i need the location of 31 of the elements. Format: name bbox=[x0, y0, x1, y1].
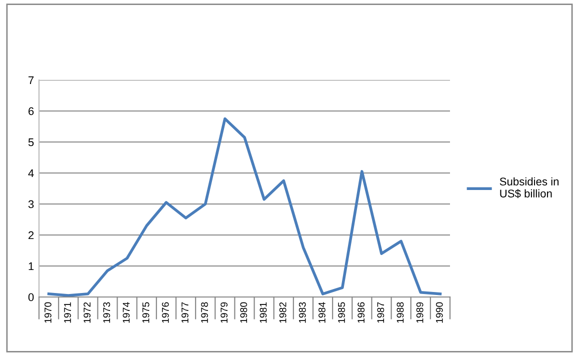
line-series bbox=[47, 117, 442, 297]
y-tick-label: 5 bbox=[28, 138, 34, 146]
x-tick-label: 1988 bbox=[396, 302, 404, 323]
x-tick-label: 1982 bbox=[279, 302, 286, 323]
x-tick-label: 1990 bbox=[436, 302, 443, 323]
x-tick-label: 1970 bbox=[44, 302, 52, 323]
y-tick-label: 7 bbox=[28, 76, 34, 84]
legend-label: Subsidies in US$ billion bbox=[500, 177, 559, 198]
x-tick-label: 1976 bbox=[162, 302, 169, 323]
y-tick-label: 0 bbox=[28, 293, 34, 302]
x-tick-label: 1972 bbox=[84, 302, 91, 323]
x-tick-label: 1975 bbox=[142, 302, 150, 323]
x-tick-label: 1985 bbox=[338, 302, 345, 323]
x-tick-label: 1984 bbox=[318, 302, 326, 323]
y-tick-label: 3 bbox=[28, 200, 34, 208]
y-tick-label: 6 bbox=[28, 107, 34, 116]
x-tick-label: 1987 bbox=[377, 302, 384, 323]
x-tick-label: 1980 bbox=[240, 302, 248, 323]
x-tick-label: 1971 bbox=[64, 302, 71, 323]
x-tick-label: 1979 bbox=[220, 302, 228, 323]
x-tick-label: 1989 bbox=[416, 302, 424, 323]
y-tick-label: 4 bbox=[28, 169, 34, 178]
x-tick-label: 1974 bbox=[122, 302, 130, 323]
x-tick-label: 1977 bbox=[182, 302, 188, 323]
x-tick-label: 1983 bbox=[298, 302, 306, 323]
y-tick-label: 2 bbox=[28, 231, 34, 240]
x-tick-label: 1978 bbox=[201, 302, 208, 323]
y-tick-label: 1 bbox=[28, 262, 34, 270]
x-tick-label: 1973 bbox=[103, 302, 110, 323]
x-tick-label: 1986 bbox=[358, 302, 365, 323]
x-tick-label: 1981 bbox=[260, 302, 267, 323]
